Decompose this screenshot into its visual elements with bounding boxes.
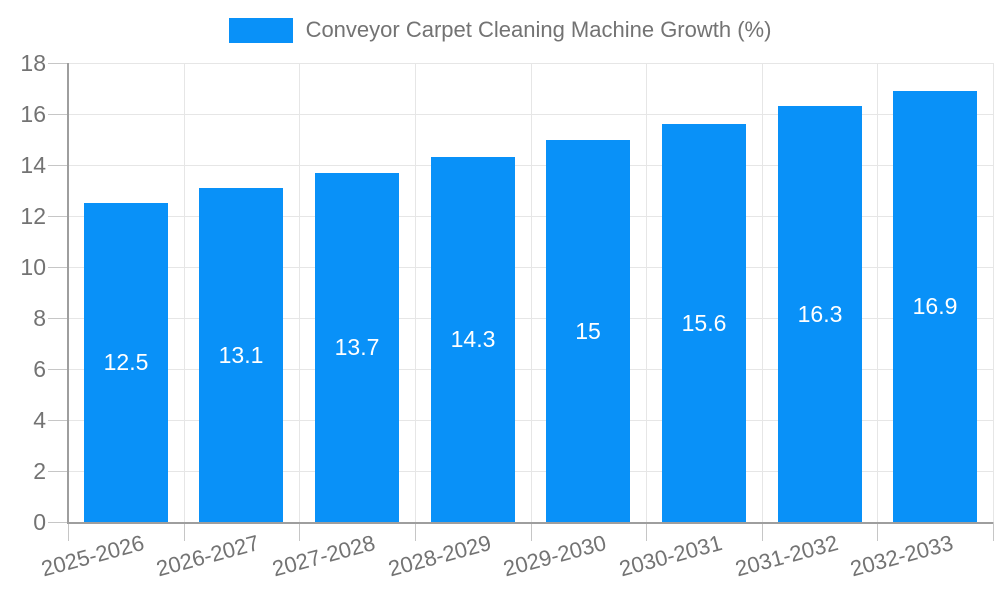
x-axis-tick xyxy=(762,522,763,541)
gridline-horizontal xyxy=(68,165,993,166)
y-axis-tick-label: 6 xyxy=(33,356,46,382)
y-axis-tick-label: 16 xyxy=(20,101,46,127)
x-axis-tick xyxy=(531,522,532,541)
x-axis-tick-label: 2031-2032 xyxy=(732,530,841,582)
legend: Conveyor Carpet Cleaning Machine Growth … xyxy=(0,17,1000,43)
y-axis-tick xyxy=(48,114,68,115)
y-axis-tick xyxy=(48,318,68,319)
gridline-vertical xyxy=(415,63,416,522)
gridline-horizontal xyxy=(68,318,993,319)
gridline-vertical xyxy=(299,63,300,522)
x-axis-tick-label: 2029-2030 xyxy=(500,530,609,582)
legend-swatch xyxy=(228,17,293,43)
gridline-horizontal xyxy=(68,471,993,472)
gridline-horizontal xyxy=(68,216,993,217)
bar: 14.3 xyxy=(431,157,515,522)
bar-value-label: 13.1 xyxy=(218,341,264,368)
bar-value-label: 14.3 xyxy=(450,326,496,352)
y-axis-tick xyxy=(48,522,68,523)
y-axis-tick-label: 10 xyxy=(20,254,46,280)
x-axis-tick-label: 2026-2027 xyxy=(153,530,262,582)
y-axis-line xyxy=(67,63,69,524)
x-axis-tick-label: 2025-2026 xyxy=(38,530,147,582)
gridline-horizontal xyxy=(68,369,993,370)
gridline-vertical xyxy=(762,63,763,522)
y-axis-tick-label: 4 xyxy=(33,407,46,433)
bar-value-label: 13.7 xyxy=(334,334,380,360)
gridline-vertical xyxy=(531,63,532,522)
bar: 13.7 xyxy=(315,173,399,522)
y-axis-tick xyxy=(48,267,68,268)
y-axis-tick-label: 8 xyxy=(33,305,46,331)
x-axis-tick xyxy=(993,522,994,541)
y-axis-tick xyxy=(48,471,68,472)
bar: 15.6 xyxy=(662,124,746,522)
x-axis-tick-label: 2027-2028 xyxy=(269,530,378,582)
bar: 16.9 xyxy=(893,91,977,522)
gridline-horizontal xyxy=(68,114,993,115)
bar-value-label: 12.5 xyxy=(103,349,149,375)
gridline-vertical xyxy=(877,63,878,522)
x-axis-tick-label: 2032-2033 xyxy=(847,530,956,582)
bar-value-label: 15 xyxy=(575,318,601,344)
x-axis-tick xyxy=(299,522,300,541)
bar: 16.3 xyxy=(778,106,862,522)
x-axis-tick xyxy=(415,522,416,541)
y-axis-tick-label: 18 xyxy=(20,50,46,76)
legend-label: Conveyor Carpet Cleaning Machine Growth … xyxy=(305,17,772,42)
x-axis-tick-label: 2028-2029 xyxy=(385,530,494,582)
bar: 15 xyxy=(546,140,630,523)
bar: 13.1 xyxy=(199,188,283,522)
x-axis-tick xyxy=(184,522,185,541)
gridline-horizontal xyxy=(68,63,993,64)
y-axis-tick xyxy=(48,216,68,217)
y-axis-tick xyxy=(48,420,68,421)
y-axis-tick-label: 2 xyxy=(33,458,46,484)
bar-value-label: 15.6 xyxy=(681,309,727,336)
y-axis-tick xyxy=(48,165,68,166)
gridline-horizontal xyxy=(68,267,993,268)
bar-value-label: 16.3 xyxy=(797,300,843,327)
gridline-vertical xyxy=(993,63,994,522)
x-axis-tick xyxy=(68,522,69,541)
gridline-vertical xyxy=(646,63,647,522)
y-axis-tick-label: 12 xyxy=(20,203,46,229)
y-axis-tick xyxy=(48,369,68,370)
gridline-horizontal xyxy=(68,420,993,421)
x-axis-tick xyxy=(646,522,647,541)
bar-value-label: 16.9 xyxy=(912,293,958,319)
x-axis-tick-label: 2030-2031 xyxy=(616,530,725,582)
x-axis-line xyxy=(68,522,993,524)
y-axis-tick xyxy=(48,63,68,64)
bar: 12.5 xyxy=(84,203,168,522)
y-axis-tick-label: 14 xyxy=(20,152,46,178)
y-axis-tick-label: 0 xyxy=(33,509,46,535)
x-axis-tick xyxy=(877,522,878,541)
gridline-vertical xyxy=(184,63,185,522)
